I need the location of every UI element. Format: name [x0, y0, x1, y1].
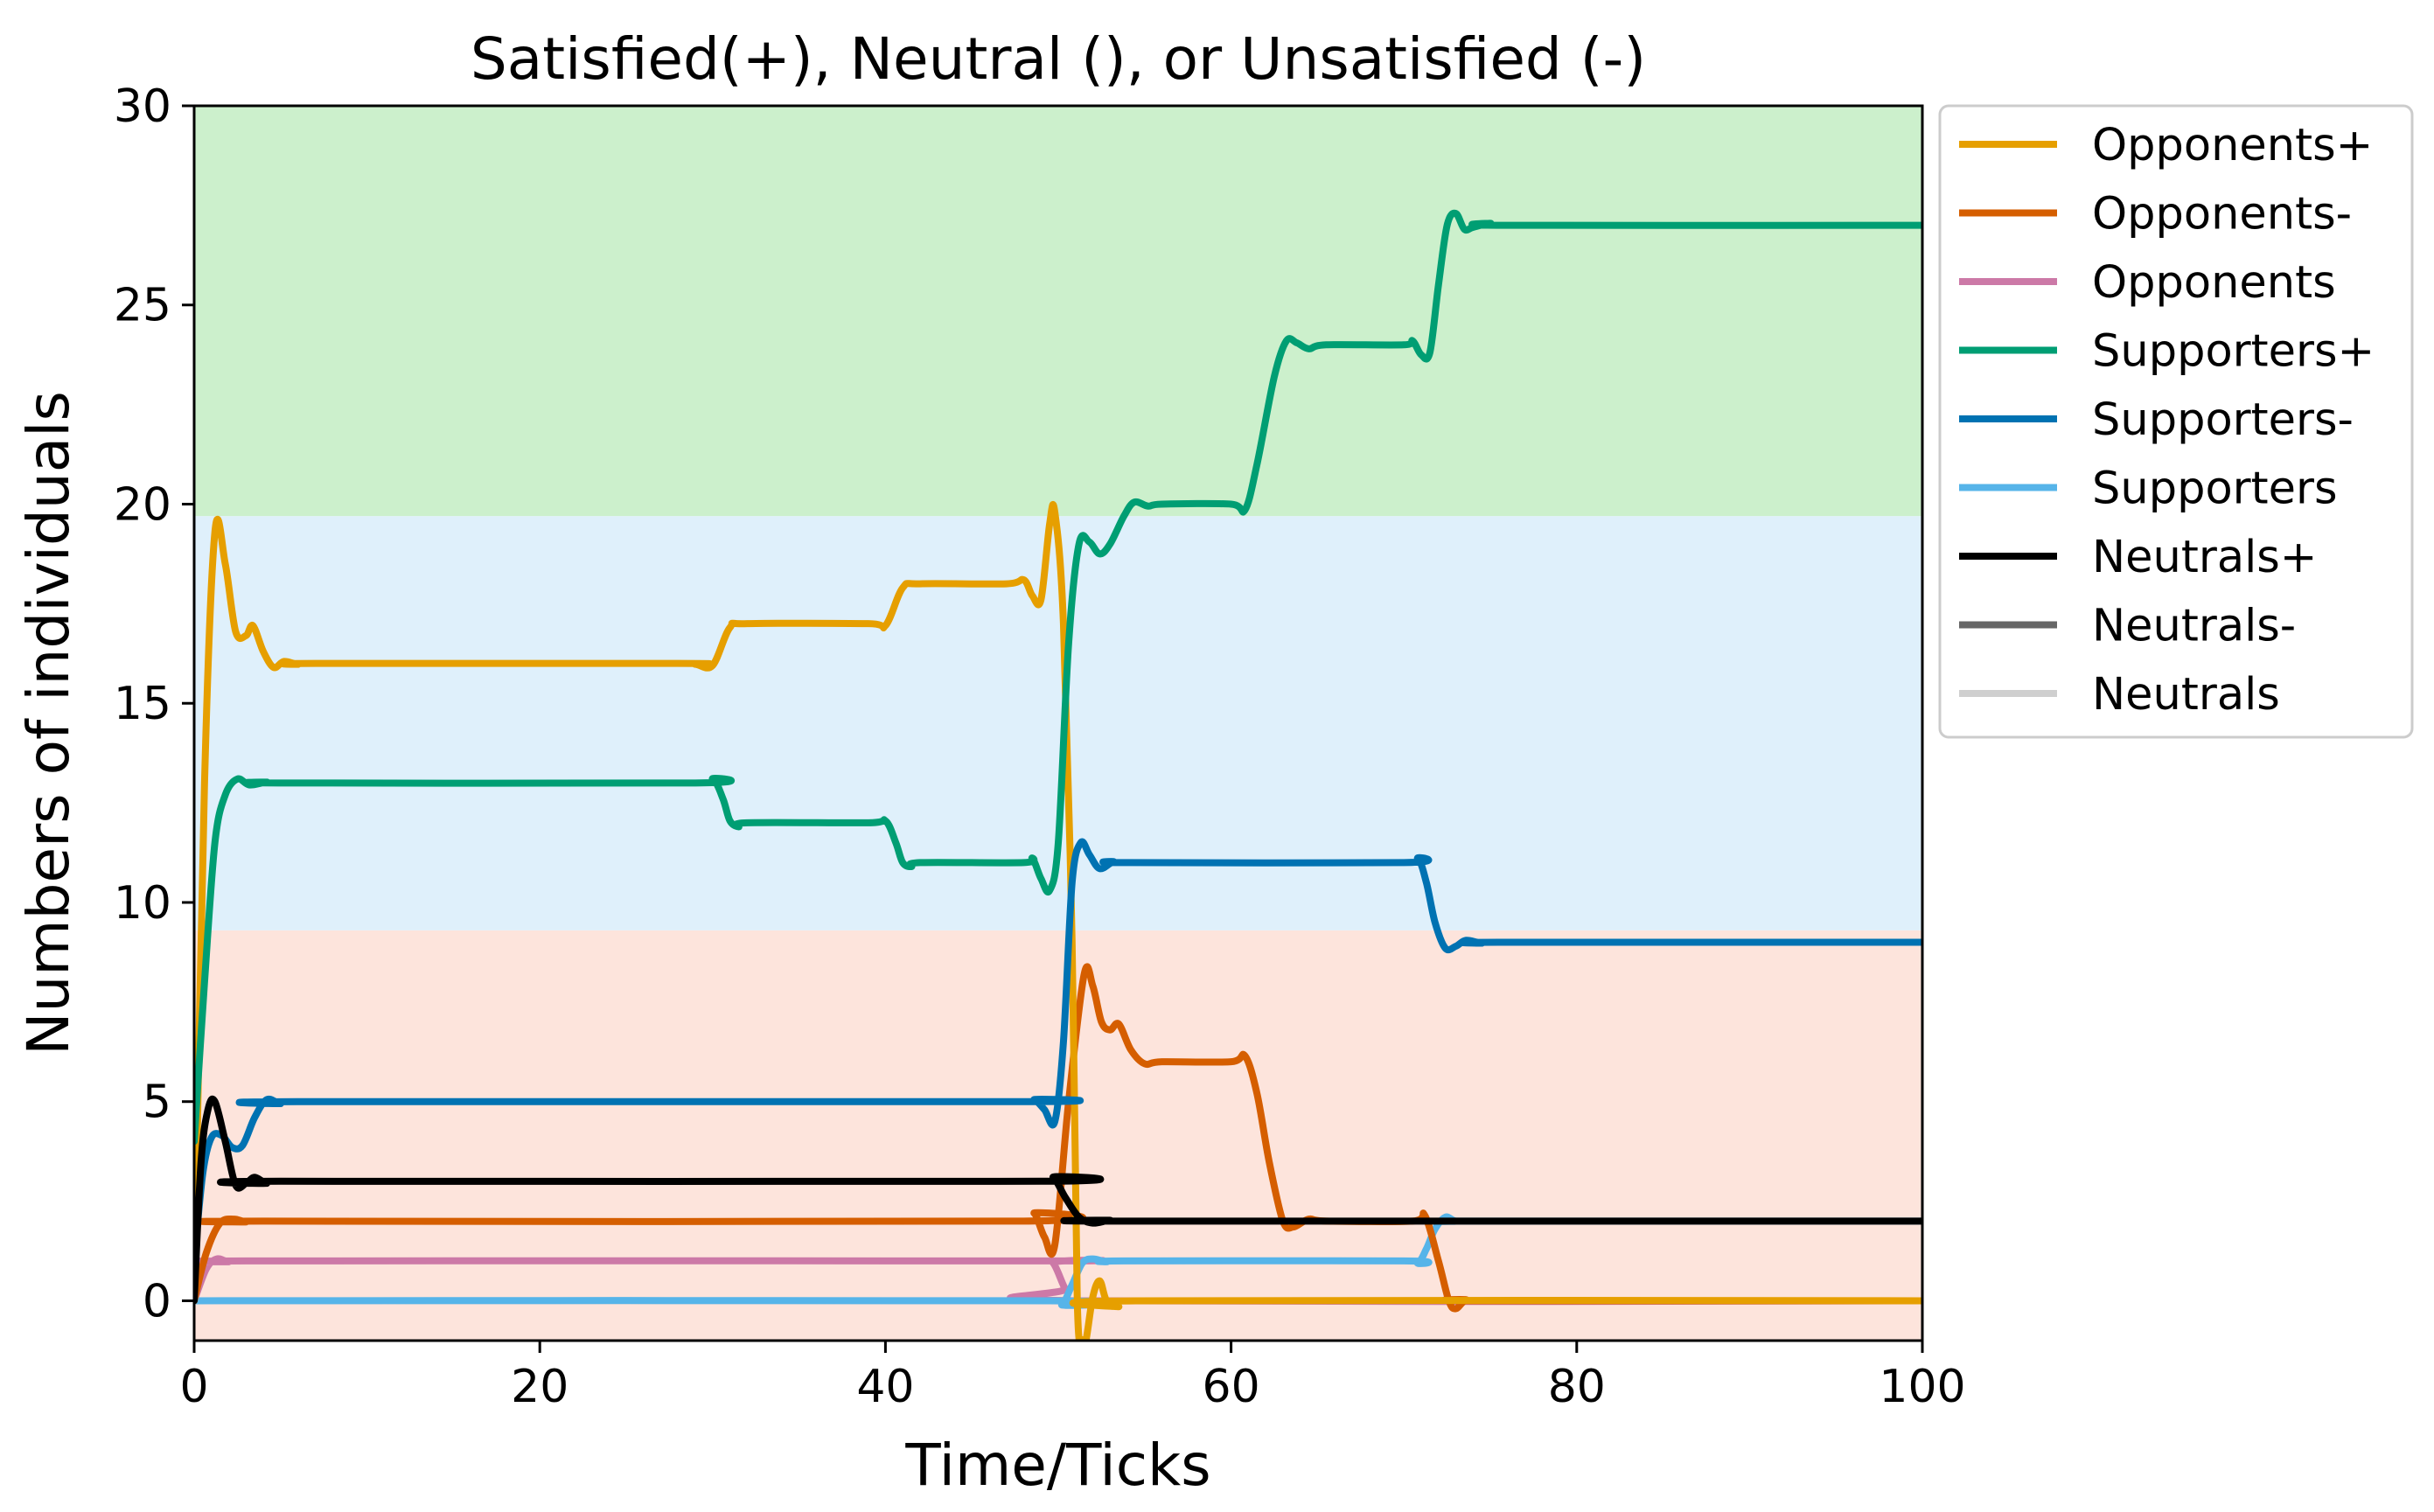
y-tick-label: 30: [114, 80, 171, 133]
y-tick-label: 15: [114, 678, 171, 730]
legend-label-supporters: Supporters: [2092, 463, 2338, 515]
legend-frame: [1938, 104, 2414, 739]
y-tick-label: 5: [143, 1077, 171, 1129]
legend-label-supporters-plus: Supporters+: [2092, 326, 2375, 378]
legend-label-neutrals: Neutrals: [2092, 669, 2280, 721]
x-axis: 0 20 40 60 80 100: [179, 1341, 1966, 1413]
y-axis: 0 5 10 15 20 25 30: [114, 80, 194, 1327]
series-line-supporters-minus: [194, 838, 1922, 1265]
background-bands: [194, 106, 1922, 1341]
legend-label-opponents: Opponents: [2092, 257, 2336, 309]
legend-label-neutrals-plus: Neutrals+: [2092, 532, 2318, 583]
background-band-2: [194, 106, 1922, 517]
x-tick-label: 80: [1548, 1361, 1606, 1413]
legend-label-opponents-plus: Opponents+: [2092, 120, 2373, 171]
legend-label-opponents-minus: Opponents-: [2092, 189, 2352, 240]
series-line-neutrals-plus: [194, 1095, 1922, 1305]
series-line-supporters-plus: [194, 209, 1922, 1146]
series-line-opponents-plus: [194, 501, 1922, 1341]
x-tick-label: 100: [1879, 1361, 1965, 1413]
y-tick-label: 0: [143, 1275, 171, 1327]
legend-label-supporters-minus: Supporters-: [2092, 394, 2354, 446]
y-tick-label: 25: [114, 280, 171, 332]
x-tick-label: 60: [1203, 1361, 1260, 1413]
plot-frame: [192, 104, 1924, 1342]
legend-label-neutrals-minus: Neutrals-: [2092, 601, 2296, 652]
chart-title: Satisfied(+), Neutral (), or Unsatisfied…: [471, 25, 1646, 93]
x-axis-label: Time/Ticks: [904, 1432, 1210, 1499]
y-tick-label: 10: [114, 877, 171, 930]
y-tick-label: 20: [114, 478, 171, 531]
y-axis-label: Numbers of individuals: [15, 391, 82, 1056]
x-tick-label: 0: [179, 1361, 208, 1413]
legend: Opponents+ Opponents- Opponents Supporters+…: [1938, 104, 2414, 739]
x-tick-label: 40: [856, 1361, 914, 1413]
series-lines: [194, 209, 1922, 1341]
x-tick-label: 20: [511, 1361, 568, 1413]
series-line-opponents-minus: [194, 963, 1922, 1313]
